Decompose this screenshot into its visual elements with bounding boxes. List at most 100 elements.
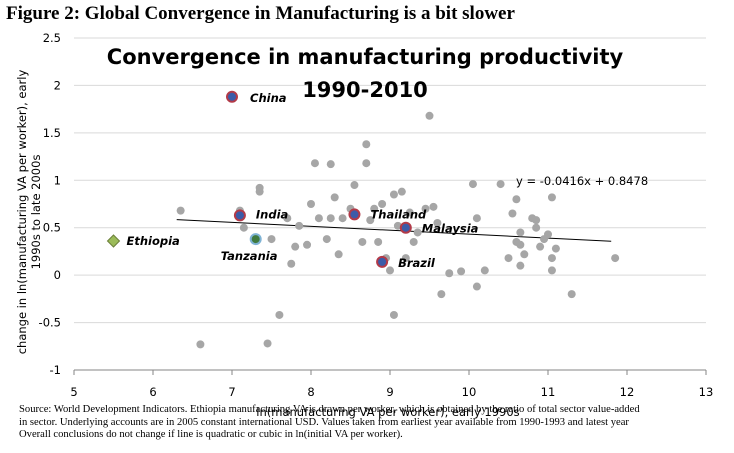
x-tick-label: 8 [307, 385, 314, 399]
y-tick-label: 0 [54, 268, 61, 282]
data-point [362, 140, 371, 149]
data-point [567, 290, 576, 299]
x-tick-label: 7 [228, 385, 235, 399]
data-point [389, 190, 398, 199]
data-point [429, 202, 438, 211]
grid-lines [74, 37, 706, 324]
highlight-point-malaysia [399, 221, 412, 234]
x-axis-label: ln(manufacturing VA per worker), early 1… [256, 405, 519, 419]
data-point [413, 228, 422, 237]
data-point [310, 159, 319, 168]
trendline-group [176, 219, 612, 242]
chart-title-line-1: Convergence in manufacturing productivit… [107, 45, 624, 69]
data-point [551, 244, 560, 253]
highlight-point-china [226, 90, 238, 103]
data-point [532, 216, 541, 225]
data-point [291, 242, 300, 251]
data-point [303, 240, 312, 249]
y-tick-label: 2.5 [43, 31, 61, 45]
scatter-points [106, 90, 620, 349]
data-point [307, 200, 315, 208]
figure-caption: Figure 2: Global Convergence in Manufact… [6, 3, 515, 24]
point-label-malaysia: Malaysia [422, 222, 479, 236]
y-tick-label: 2 [54, 78, 61, 92]
data-point [330, 193, 339, 202]
x-tick-label: 5 [70, 385, 77, 399]
y-tick-label: 1 [54, 173, 61, 187]
x-tick-label: 10 [462, 385, 477, 399]
data-point [409, 237, 418, 246]
data-point [295, 221, 304, 230]
data-point [287, 259, 296, 268]
y-tick-label: -0.5 [39, 316, 61, 330]
highlight-point-thailand [348, 208, 361, 221]
data-point [397, 187, 406, 196]
y-tick-label: 0.5 [43, 221, 61, 235]
y-axis-label-line-1: change in ln(manufacturing VA per worker… [15, 70, 29, 355]
data-point [544, 230, 552, 239]
x-tick-label: 9 [386, 385, 393, 399]
data-point [263, 339, 272, 348]
point-label-brazil: Brazil [398, 256, 436, 270]
data-point [366, 216, 375, 225]
data-point [255, 183, 264, 192]
highlight-point-india [233, 209, 246, 222]
data-point [536, 242, 545, 251]
y-tick-label: -1 [50, 363, 61, 377]
data-point [176, 206, 185, 215]
trendline [176, 219, 612, 242]
data-point [547, 266, 556, 275]
axes: -1 -0.5 0 0.5 1 1.5 2 2.5 5 6 7 8 9 10 11 12 13 [39, 31, 714, 399]
source-note: Source: World Development Indicators. Et… [19, 404, 731, 451]
data-point [362, 159, 371, 168]
trendline-equation: y = -0.0416x + 0.8478 [516, 174, 648, 188]
highlight-point-tanzania [249, 233, 262, 246]
data-point [326, 214, 335, 223]
source-note-line-3: Overall conclusions do not change if lin… [19, 429, 403, 440]
data-point [520, 250, 529, 259]
data-point [512, 195, 521, 204]
data-point [516, 228, 525, 237]
data-point [547, 193, 556, 202]
data-point [374, 237, 383, 246]
data-point [425, 111, 434, 120]
data-point [445, 269, 454, 278]
data-point [358, 237, 367, 246]
data-point [334, 250, 343, 259]
data-point [472, 282, 481, 291]
data-point [472, 214, 481, 223]
highlight-point-brazil [376, 255, 389, 268]
point-label-india: India [256, 207, 289, 221]
data-point [508, 209, 517, 218]
data-point [480, 266, 489, 275]
chart-title-line-2: 1990-2010 [302, 78, 428, 102]
data-point [516, 240, 525, 249]
y-tick-label: 1.5 [43, 126, 61, 140]
data-point [504, 254, 513, 263]
data-point [275, 310, 284, 319]
highlight-point-ethiopia [106, 234, 121, 248]
y-axis-label-line-2: 1990s to late 2000s [29, 155, 43, 270]
x-tick-label: 11 [541, 385, 556, 399]
data-point [267, 235, 276, 244]
data-point [283, 214, 292, 223]
point-label-tanzania: Tanzania [221, 249, 278, 263]
data-point [322, 235, 331, 244]
data-point [532, 223, 541, 232]
data-point [433, 218, 442, 227]
data-point [314, 214, 323, 223]
data-point [196, 340, 205, 349]
point-label-china: China [250, 91, 287, 105]
data-point [496, 180, 505, 189]
data-point [457, 267, 466, 276]
x-tick-label: 13 [699, 385, 714, 399]
data-point [516, 261, 525, 270]
data-point [405, 208, 414, 217]
data-point [350, 181, 359, 190]
data-point [547, 254, 556, 263]
point-label-ethiopia: Ethiopia [127, 234, 181, 248]
point-label-thailand: Thailand [370, 207, 427, 221]
data-point [401, 254, 410, 263]
